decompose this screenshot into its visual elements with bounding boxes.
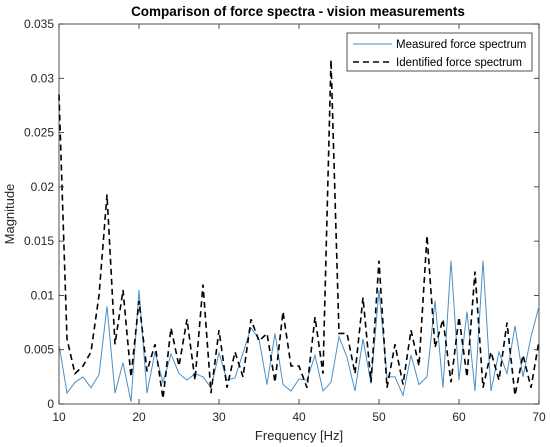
y-tick-label: 0 bbox=[47, 397, 54, 411]
series-line-measured bbox=[58, 260, 540, 402]
x-tick-label: 50 bbox=[372, 410, 386, 424]
legend: Measured force spectrum Identified force… bbox=[346, 32, 533, 72]
series-layer bbox=[58, 59, 540, 402]
x-tick-label: 70 bbox=[532, 410, 546, 424]
y-tick-label: 0.02 bbox=[31, 180, 55, 194]
x-tick-label: 40 bbox=[292, 410, 306, 424]
legend-label-measured: Measured force spectrum bbox=[396, 39, 526, 51]
y-tick-label: 0.01 bbox=[31, 288, 55, 302]
x-tick-label: 10 bbox=[52, 410, 66, 424]
series-line-identified bbox=[58, 59, 540, 399]
x-axis-label: Frequency [Hz] bbox=[255, 428, 343, 443]
y-axis-label: Magnitude bbox=[2, 184, 17, 245]
y-tick-label: 0.005 bbox=[24, 343, 54, 357]
x-tick-label: 60 bbox=[452, 410, 466, 424]
legend-label-identified: Identified force spectrum bbox=[396, 57, 522, 69]
plot-area bbox=[58, 23, 540, 405]
y-tick-label: 0.025 bbox=[24, 126, 54, 140]
tick-layer: 10 20 30 40 50 60 70 0 0.005 0.01 0.015 0.02 0.025 0.… bbox=[24, 17, 546, 424]
y-tick-label: 0.03 bbox=[31, 71, 55, 85]
legend-box bbox=[346, 32, 533, 72]
x-tick-label: 20 bbox=[132, 410, 146, 424]
x-tick-label: 30 bbox=[212, 410, 226, 424]
y-tick-label: 0.035 bbox=[24, 17, 54, 31]
chart-title: Comparison of force spectra - vision mea… bbox=[131, 4, 465, 19]
y-tick-label: 0.015 bbox=[24, 234, 54, 248]
